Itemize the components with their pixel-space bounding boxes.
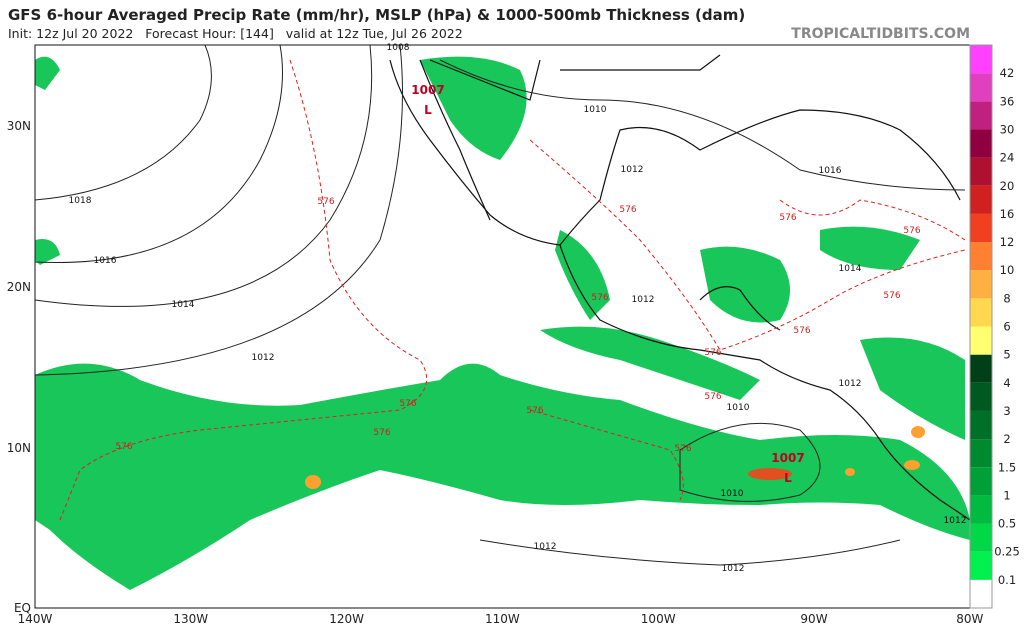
isobar-label: 1012 [839, 379, 862, 389]
isobar-label: 1016 [94, 256, 117, 266]
colorbar-segment [970, 467, 992, 496]
colorbar-label: 16 [1000, 207, 1015, 221]
lon-label: 100W [641, 612, 676, 626]
colorbar-label: 6 [1003, 320, 1010, 334]
colorbar-segment [970, 270, 992, 299]
thickness-label: 576 [793, 326, 810, 336]
colorbar-segment [970, 185, 992, 214]
colorbar: 0.1 0.25 0.5 1 1.5 2 3 4 5 6 8 10 12 16 20 24 30 36 42 [969, 44, 1020, 609]
isobar-label: 1012 [534, 542, 557, 552]
colorbar-segment [970, 354, 992, 383]
colorbar-label: 0.25 [994, 545, 1020, 559]
colorbar-segment [970, 439, 992, 468]
coastline [389, 54, 970, 521]
heavy-precip [305, 426, 925, 489]
isobar-label: 1010 [727, 403, 750, 413]
thickness-label: 576 [674, 444, 691, 454]
thickness-label: 576 [373, 428, 390, 438]
colorbar-segment [970, 242, 992, 271]
title: GFS 6-hour Averaged Precip Rate (mm/hr),… [8, 6, 745, 24]
colorbar-segment [970, 213, 992, 243]
isobar-label: 1012 [632, 295, 655, 305]
lon-label: 110W [485, 612, 520, 626]
colorbar-segment [970, 73, 992, 102]
lon-label: 80W [956, 612, 983, 626]
colorbar-segment [970, 410, 992, 440]
isobar-label: 1018 [69, 196, 92, 206]
precip [35, 56, 970, 590]
isobar-label: 1014 [172, 300, 195, 310]
colorbar-segment [970, 523, 992, 552]
colorbar-segment [970, 551, 992, 580]
thickness-label: 576 [779, 213, 796, 223]
low-pressure: 1007 [411, 83, 444, 97]
thickness-label: 576 [619, 205, 636, 215]
thickness-label: 576 [591, 293, 608, 303]
colorbar-segment [970, 382, 992, 411]
colorbar-segment [970, 298, 992, 327]
colorbar-label: 8 [1003, 291, 1010, 305]
colorbar-segment [970, 101, 992, 130]
colorbar-label: 20 [1000, 179, 1015, 193]
subtitle: Init: 12z Jul 20 2022 Forecast Hour: [14… [8, 26, 463, 41]
thickness-label: 576 [526, 406, 543, 416]
colorbar-label: 5 [1003, 348, 1010, 362]
colorbar-segment [970, 157, 992, 186]
lon-label: 140W [18, 612, 53, 626]
isobar-label: 1014 [839, 264, 862, 274]
colorbar-label: 10 [1000, 263, 1015, 277]
colorbar-segment [970, 326, 992, 355]
isobar-label: 1010 [584, 105, 607, 115]
isobar-label: 1012 [944, 516, 967, 526]
isobar-label: 1012 [621, 165, 644, 175]
colorbar-label: 1.5 [998, 460, 1016, 474]
isobar-label: 1012 [722, 564, 745, 574]
thickness-label: 576 [903, 226, 920, 236]
colorbar-frame [969, 44, 993, 609]
lat-label: 10N [7, 441, 31, 455]
isobar-label: 1016 [819, 166, 842, 176]
colorbar-label: 36 [1000, 94, 1015, 108]
colorbar-label: 24 [1000, 151, 1015, 165]
lat-label: 30N [7, 119, 31, 133]
map [35, 45, 970, 608]
colorbar-segment [970, 45, 992, 74]
lat-label: EQ [14, 601, 31, 615]
colorbar-segment [970, 495, 992, 524]
site-name: TROPICALTIDBITS.COM [791, 26, 970, 42]
low-symbol: L [424, 103, 432, 117]
lat-label: 20N [7, 280, 31, 294]
thickness-label: 576 [399, 399, 416, 409]
colorbar-label: 42 [1000, 66, 1015, 80]
isobar-label: 1008 [387, 43, 410, 53]
lon-label: 130W [173, 612, 208, 626]
thickness-lines [59, 59, 966, 521]
colorbar-label: 3 [1003, 404, 1010, 418]
colorbar-label: 0.1 [998, 573, 1016, 587]
colorbar-label: 4 [1003, 376, 1010, 390]
thickness-label: 576 [704, 392, 721, 402]
thickness-label: 576 [883, 291, 900, 301]
colorbar-segment [970, 579, 992, 608]
lon-label: 120W [329, 612, 364, 626]
thickness-label: 576 [115, 442, 132, 452]
low-pressure: 1007 [771, 451, 804, 465]
colorbar-segment [970, 129, 992, 158]
lon-label: 90W [800, 612, 827, 626]
colorbar-label: 2 [1003, 432, 1010, 446]
thickness-label: 576 [317, 197, 334, 207]
thickness-label: 576 [704, 348, 721, 358]
isobars [35, 45, 966, 566]
colorbar-label: 12 [1000, 235, 1015, 249]
colorbar-label: 30 [1000, 122, 1015, 136]
low-symbol: L [784, 471, 792, 485]
colorbar-label: 0.5 [998, 517, 1016, 531]
isobar-label: 1010 [721, 489, 744, 499]
colorbar-label: 1 [1003, 488, 1010, 502]
isobar-label: 1012 [252, 353, 275, 363]
